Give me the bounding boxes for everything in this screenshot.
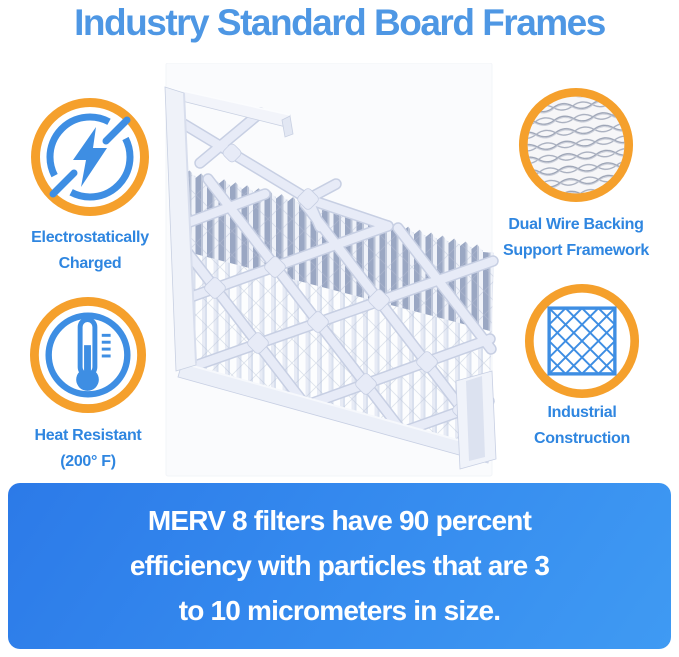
banner-text: MERV 8 filters have 90 percent efficienc… [129, 505, 550, 626]
lightning-bolt-icon [30, 97, 150, 217]
info-banner: MERV 8 filters have 90 percent efficienc… [8, 483, 671, 649]
feature-label-heat: Heat Resistant (200° F) [34, 427, 142, 470]
feature-label-wire-backing: Dual Wire Backing Support Framework [502, 216, 650, 259]
page-title: Industry Standard Board Frames [74, 2, 606, 43]
lattice-grid-icon [524, 283, 640, 399]
thermometer-icon [29, 296, 147, 414]
feature-label-electrostatic: Electrostatically Charged [31, 229, 149, 272]
pleated-air-filter-illustration [160, 63, 500, 478]
feature-label-construction: Industrial Construction [534, 404, 630, 447]
wire-mesh-photo-icon [518, 87, 634, 203]
